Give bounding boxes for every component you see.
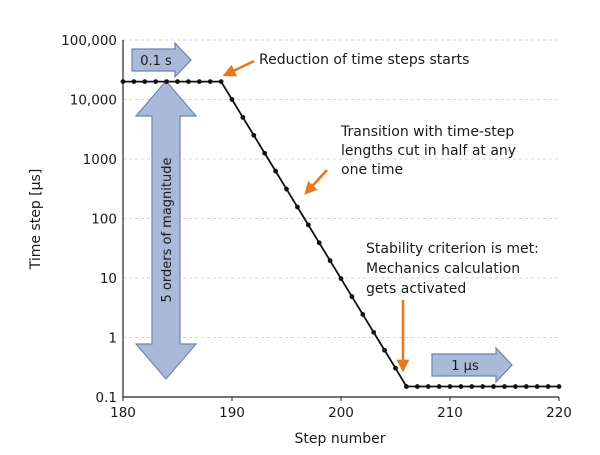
data-point [251,132,257,138]
start-step-label: 0.1 s [140,54,172,69]
data-point [196,79,202,84]
data-point [218,79,224,84]
data-point [382,347,387,353]
y-tick-label: 100 [91,212,117,228]
data-point [262,150,268,156]
data-point [186,79,191,84]
transition-annotation-line-3: one time [341,162,403,178]
data-point [131,79,137,84]
data-point [175,79,180,84]
y-tick-label: 1 [108,331,117,347]
data-point [414,384,420,389]
transition-pointer-arrow [304,169,328,195]
axes [122,40,560,401]
reduction-pointer-arrow [222,59,255,77]
reduction-start-annotation: Reduction of time steps starts [259,52,469,68]
data-point [393,365,398,371]
data-point [491,384,496,389]
transition-annotation-line-2: lengths cut in half at any [341,143,516,159]
x-tick-label: 220 [546,405,572,421]
data-point [458,384,464,389]
data-point [153,79,159,84]
start-step-arrow: 0.1 s [131,41,192,79]
y-tick-label: 1000 [83,152,117,168]
data-point [207,79,213,84]
data-point [327,258,333,264]
y-tick-label: 10,000 [70,93,117,109]
magnitude-label: 5 orders of magnitude [160,158,175,303]
data-point [349,294,355,299]
y-tick-label: 100,000 [61,33,117,49]
x-axis-label: Step number [295,431,386,447]
data-point [545,384,551,389]
data-point [142,79,148,84]
data-point [404,384,409,389]
x-tick-label: 210 [437,405,463,421]
stability-annotation-line-1: Stability criterion is met: [366,241,539,257]
data-point [295,204,300,210]
x-tick-label: 180 [110,405,136,421]
axis-lines [122,40,559,398]
data-point [425,384,431,389]
x-tick-label: 200 [328,405,354,421]
data-point [502,384,507,389]
data-point [316,240,322,246]
data-point [480,384,486,389]
magnitude-double-arrow: 5 orders of magnitude [134,80,198,380]
y-tick-label: 0.1 [96,390,117,406]
data-point [436,384,442,389]
y-tick-label: 10 [100,271,117,287]
x-tick-label: 190 [219,405,245,421]
data-point [273,168,278,174]
data-points [120,79,562,389]
y-axis-label: Time step [µs] [28,169,44,271]
data-point [240,115,246,120]
data-point [556,384,562,389]
end-step-arrow: 1 µs [431,346,513,384]
data-point [371,329,377,335]
data-point [513,384,518,389]
data-point [469,384,475,389]
data-point [534,384,540,389]
stability-annotation-line-3: gets activated [366,281,466,297]
data-point [120,79,126,84]
data-point [338,276,344,281]
data-point [284,186,289,192]
stability-annotation-line-2: Mechanics calculation [366,261,520,277]
data-point [229,97,235,102]
data-point [164,79,170,84]
data-point [447,384,453,389]
transition-annotation-line-1: Transition with time-step [340,124,514,140]
data-point [523,384,529,389]
tick-labels: 0.1 1 10 100 1000 10,000 100,000 180 190 200 210 22… [61,33,572,421]
data-point [305,222,311,228]
data-point [360,312,366,317]
end-step-label: 1 µs [451,359,479,374]
